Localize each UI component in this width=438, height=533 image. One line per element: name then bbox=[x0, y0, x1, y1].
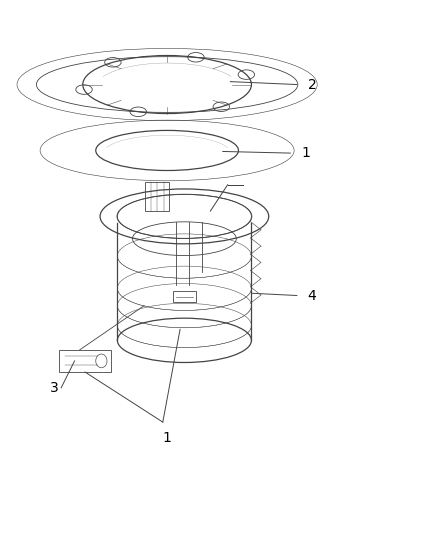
Text: 1: 1 bbox=[301, 146, 310, 160]
Text: 3: 3 bbox=[50, 381, 59, 395]
Text: 2: 2 bbox=[307, 77, 316, 92]
Text: 1: 1 bbox=[162, 431, 172, 445]
Text: 4: 4 bbox=[307, 288, 316, 303]
